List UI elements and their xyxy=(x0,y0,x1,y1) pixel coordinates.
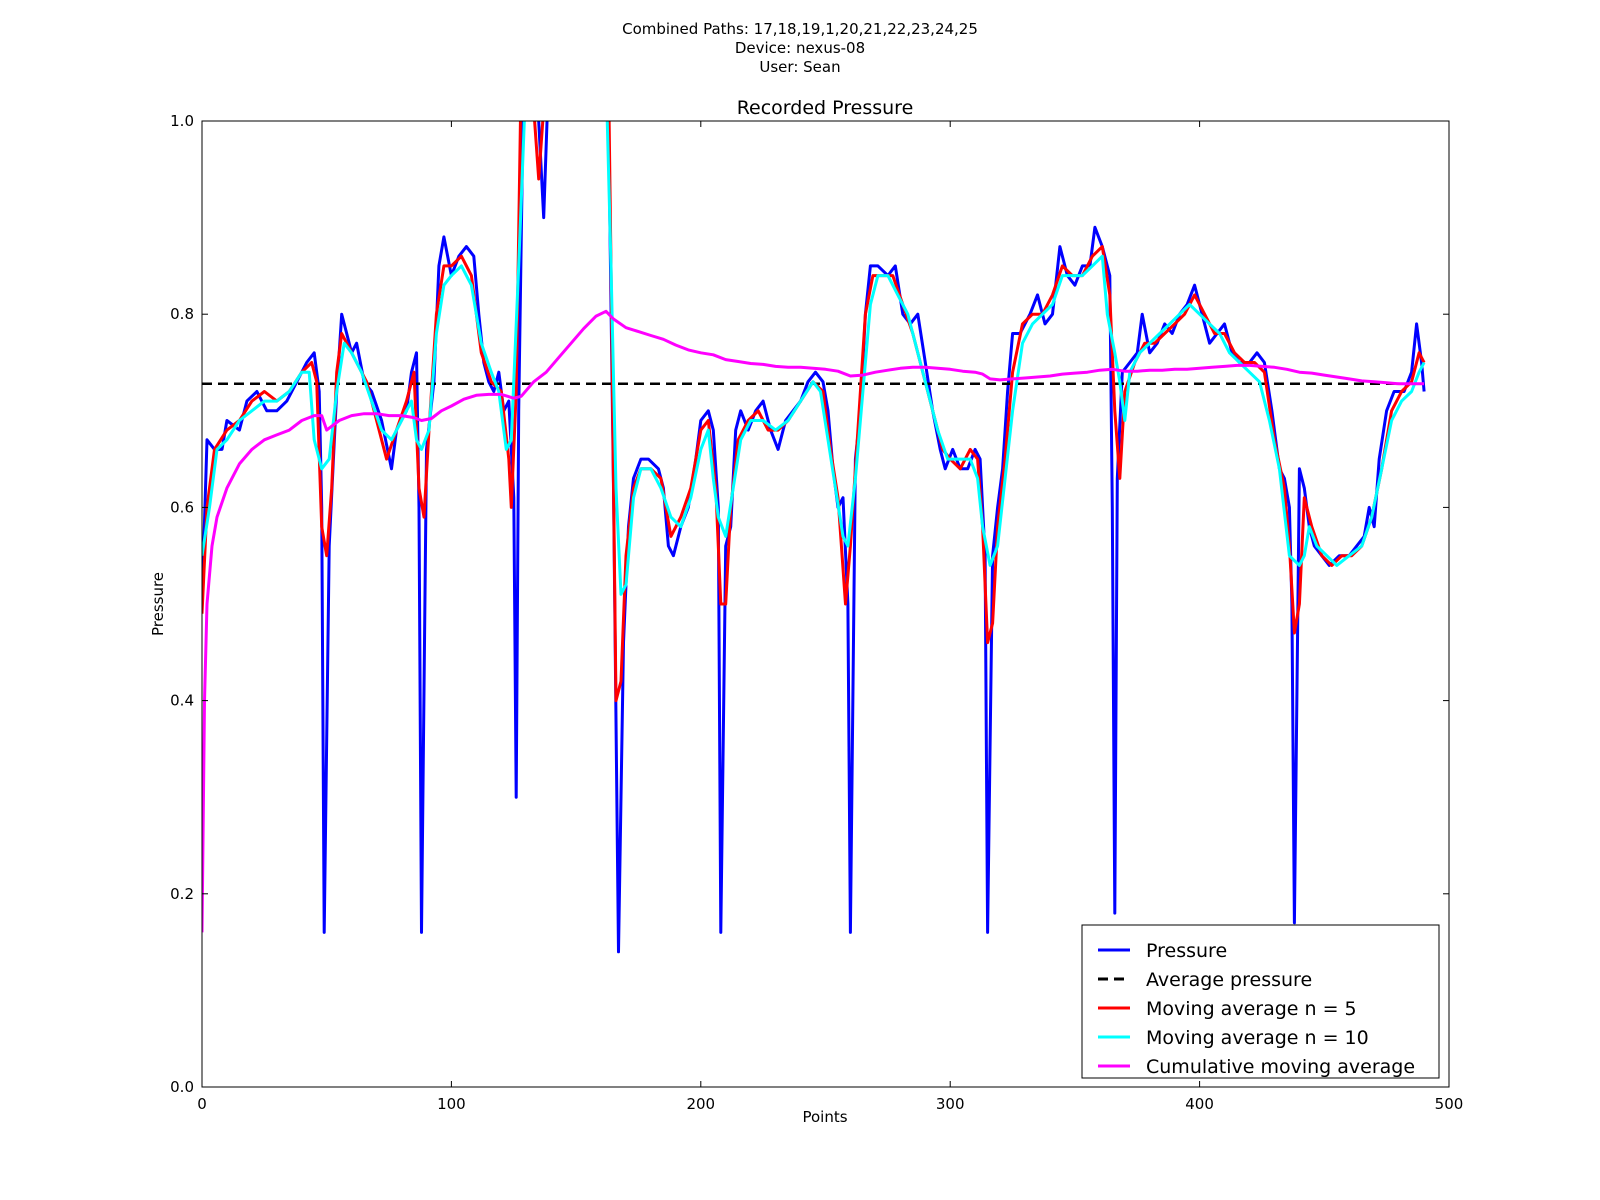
chart-title: Recorded Pressure xyxy=(737,97,914,119)
legend-label-cumulative-moving-average: Cumulative moving average xyxy=(1146,1056,1415,1078)
y-tick-label: 0.0 xyxy=(170,1078,194,1096)
suptitle-line-2: Device: nexus-08 xyxy=(734,39,866,57)
x-tick-label: 300 xyxy=(936,1095,965,1113)
series-line-cumulative-moving-average xyxy=(202,309,1425,933)
legend-label-moving-average-n-10: Moving average n = 10 xyxy=(1146,1027,1369,1049)
x-tick-label: 400 xyxy=(1185,1095,1214,1113)
y-axis-label: Pressure xyxy=(149,572,167,636)
series-line-moving-average-n-10 xyxy=(202,121,1426,596)
series-line-pressure xyxy=(202,121,1426,954)
legend-box xyxy=(1081,924,1440,1079)
legend-label-moving-average-n-5: Moving average n = 5 xyxy=(1146,998,1357,1020)
x-tick-label: 100 xyxy=(437,1095,466,1113)
legend-label-average-pressure: Average pressure xyxy=(1146,969,1312,991)
x-tick-label: 200 xyxy=(686,1095,715,1113)
y-tick-label: 0.8 xyxy=(170,305,194,323)
series-line-moving-average-n-5 xyxy=(202,121,1426,703)
legend-items: Pressure Average pressure Moving average n… xyxy=(1098,940,1415,1078)
y-tick-label: 0.2 xyxy=(170,885,194,903)
legend-label-pressure: Pressure xyxy=(1146,940,1227,962)
y-tick-label: 0.4 xyxy=(170,692,194,710)
y-tick-label: 1.0 xyxy=(170,112,194,130)
legend: Pressure Average pressure Moving average n… xyxy=(1081,924,1440,1079)
plot-frame xyxy=(201,120,1450,1088)
x-tick-label: 500 xyxy=(1435,1095,1464,1113)
suptitle-line-3: User: Sean xyxy=(759,58,841,76)
x-axis-label: Points xyxy=(802,1108,847,1126)
series-layer xyxy=(202,121,1426,954)
axes-layer: 0 100 200 300 400 500 0.0 0.2 0.4 0.6 0.8 1.0 xyxy=(170,112,1463,1113)
y-tick-label: 0.6 xyxy=(170,498,194,516)
x-tick-label: 0 xyxy=(197,1095,207,1113)
suptitle-line-1: Combined Paths: 17,18,19,1,20,21,22,23,2… xyxy=(622,20,978,38)
